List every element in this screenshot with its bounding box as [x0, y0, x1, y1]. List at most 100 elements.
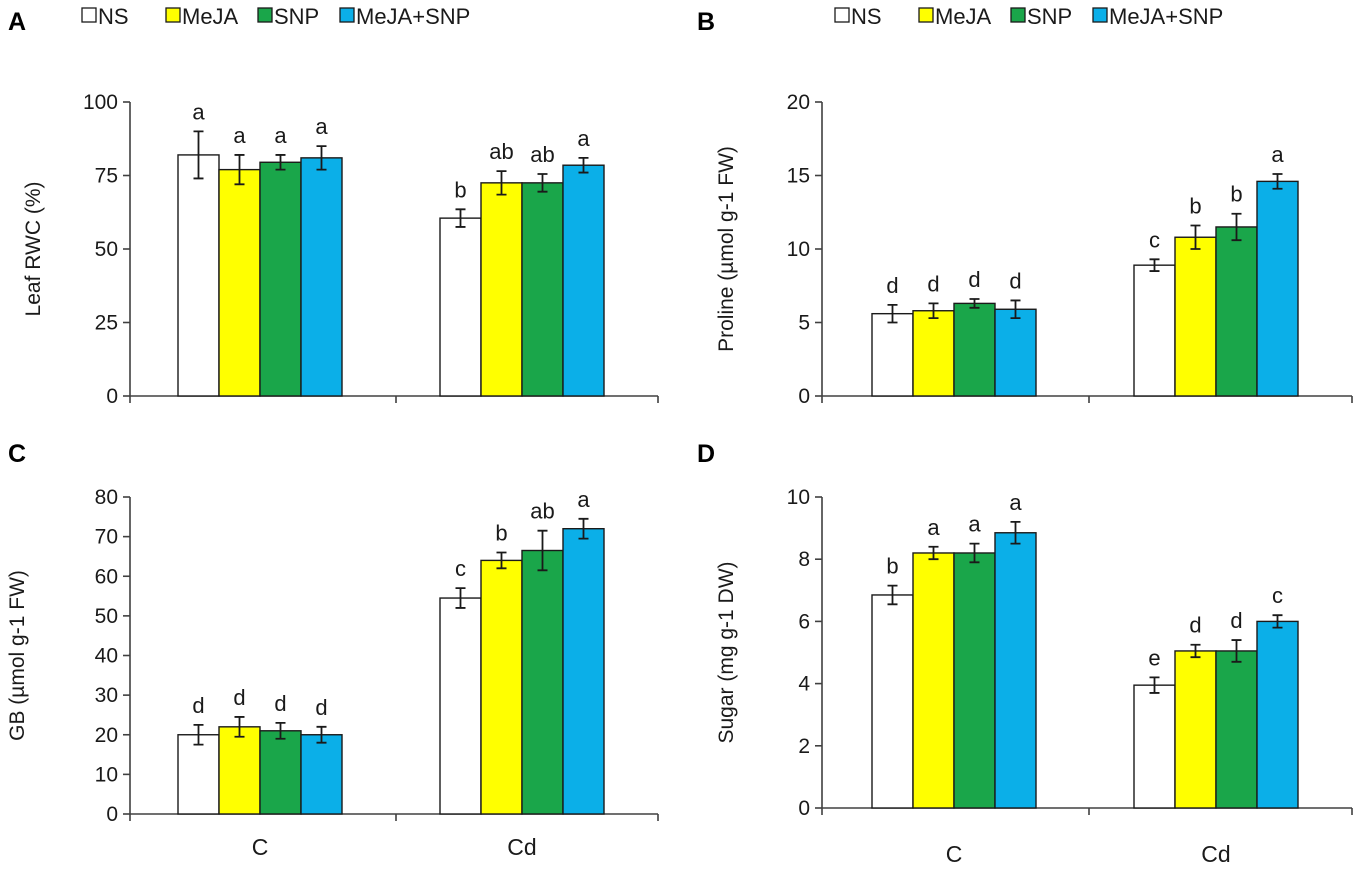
significance-letter: a	[192, 99, 205, 124]
legend-label: NS	[851, 4, 882, 29]
legend-item-meja-plus-snp: MeJA+SNP	[339, 4, 470, 29]
panel-label: D	[697, 440, 715, 468]
y-tick-label: 10	[787, 486, 810, 509]
significance-letter: d	[315, 695, 327, 720]
error-bar	[1231, 639, 1242, 663]
error-bar	[496, 551, 507, 570]
error-bar	[578, 156, 589, 174]
error-bar	[193, 130, 204, 180]
significance-letter: a	[1271, 142, 1284, 167]
bar-cd-snp	[1215, 226, 1258, 397]
bar-c-meja	[218, 726, 261, 815]
legend-item-meja: MeJA	[918, 4, 992, 29]
legend-item-snp: SNP	[1010, 4, 1072, 29]
significance-letter: d	[927, 271, 939, 296]
legend-swatch	[81, 7, 97, 23]
bar-cd-meja	[480, 182, 523, 397]
error-bar	[1190, 643, 1201, 659]
significance-letter: a	[577, 126, 590, 151]
significance-letter: c	[1272, 583, 1283, 608]
significance-letter: a	[1009, 490, 1022, 515]
legend-swatch	[257, 7, 273, 23]
x-category-label: Cd	[507, 834, 536, 860]
error-bar	[969, 542, 980, 564]
panel-d: D Sugar (mg g-1 DW) 0 2 4 6 8 10 b a a a Ce d d c Cd	[697, 440, 1353, 867]
legend-label: MeJA+SNP	[1109, 4, 1223, 29]
legend-item-ns: NS	[81, 4, 129, 29]
bar-c-snp	[953, 552, 996, 809]
error-bar	[316, 725, 327, 744]
bar-c-ns	[871, 594, 914, 809]
y-tick-label: 20	[787, 91, 810, 114]
bar-cd-ns	[1133, 684, 1176, 809]
significance-letter: d	[1230, 608, 1242, 633]
legend-item-ns: NS	[834, 4, 882, 29]
bar-cd-meja-plus-snp	[562, 164, 605, 397]
error-bar	[496, 170, 507, 196]
error-bar	[928, 545, 939, 561]
y-tick-label: 40	[95, 645, 118, 668]
bar-cd-meja	[1174, 236, 1217, 397]
y-axis-label: GB (µmol g-1 FW)	[6, 570, 29, 741]
y-tick-label: 6	[798, 610, 810, 633]
legend-label: MeJA	[182, 4, 239, 29]
bar-cd-snp	[1215, 650, 1258, 809]
y-axis-label: Proline (µmol g-1 FW)	[715, 146, 738, 352]
significance-letter: b	[1230, 182, 1242, 207]
x-category-label: C	[946, 841, 963, 867]
legend-label: SNP	[1027, 4, 1072, 29]
bar-cd-meja	[1174, 650, 1217, 809]
error-bar	[887, 584, 898, 606]
significance-letter: b	[495, 520, 507, 545]
significance-letter: b	[886, 554, 898, 579]
bar-cd-meja-plus-snp	[1256, 620, 1299, 809]
error-bar	[1190, 224, 1201, 250]
error-bar	[578, 517, 589, 540]
significance-letter: ab	[489, 139, 513, 164]
legend-swatch	[165, 7, 181, 23]
bar-cd-ns	[439, 217, 482, 397]
bar-cd-ns	[439, 597, 482, 815]
y-tick-label: 75	[95, 165, 118, 188]
error-bar	[316, 145, 327, 171]
y-tick-label: 0	[798, 385, 810, 408]
legend-item-meja-plus-snp: MeJA+SNP	[1092, 4, 1223, 29]
panel-label: C	[8, 440, 26, 468]
error-bar	[234, 154, 245, 186]
significance-letter: b	[1189, 193, 1201, 218]
legend-label: MeJA+SNP	[356, 4, 470, 29]
significance-letter: e	[1148, 645, 1160, 670]
legend-label: MeJA	[935, 4, 992, 29]
legend-swatch	[1010, 7, 1026, 23]
error-bar	[537, 173, 548, 193]
legend-item-meja: MeJA	[165, 4, 239, 29]
y-tick-label: 50	[95, 238, 118, 261]
error-bar	[1010, 299, 1021, 319]
significance-letter: a	[968, 512, 981, 537]
legend-label: SNP	[274, 4, 319, 29]
y-tick-label: 8	[798, 548, 810, 571]
error-bar	[887, 303, 898, 324]
error-bar	[537, 529, 548, 572]
error-bar	[193, 723, 204, 746]
significance-letter: d	[1009, 268, 1021, 293]
bar-c-snp	[259, 161, 302, 397]
y-axis-label: Sugar (mg g-1 DW)	[715, 561, 738, 743]
y-tick-label: 0	[798, 797, 810, 820]
y-tick-label: 15	[787, 165, 810, 188]
error-bar	[275, 154, 286, 171]
y-tick-label: 100	[83, 91, 118, 114]
significance-letter: ab	[530, 142, 554, 167]
y-tick-label: 25	[95, 312, 118, 335]
error-bar	[1272, 173, 1283, 190]
significance-letter: a	[927, 515, 940, 540]
panel-b: B NS MeJA SNP MeJA+SNP Proline (µmol g-1 FW) 0…	[697, 4, 1353, 408]
significance-letter: d	[233, 685, 245, 710]
y-tick-label: 50	[95, 605, 118, 628]
error-bar	[455, 208, 466, 228]
bar-cd-meja	[480, 559, 523, 815]
y-tick-label: 5	[798, 312, 810, 335]
significance-letter: d	[192, 693, 204, 718]
y-tick-label: 80	[95, 486, 118, 509]
